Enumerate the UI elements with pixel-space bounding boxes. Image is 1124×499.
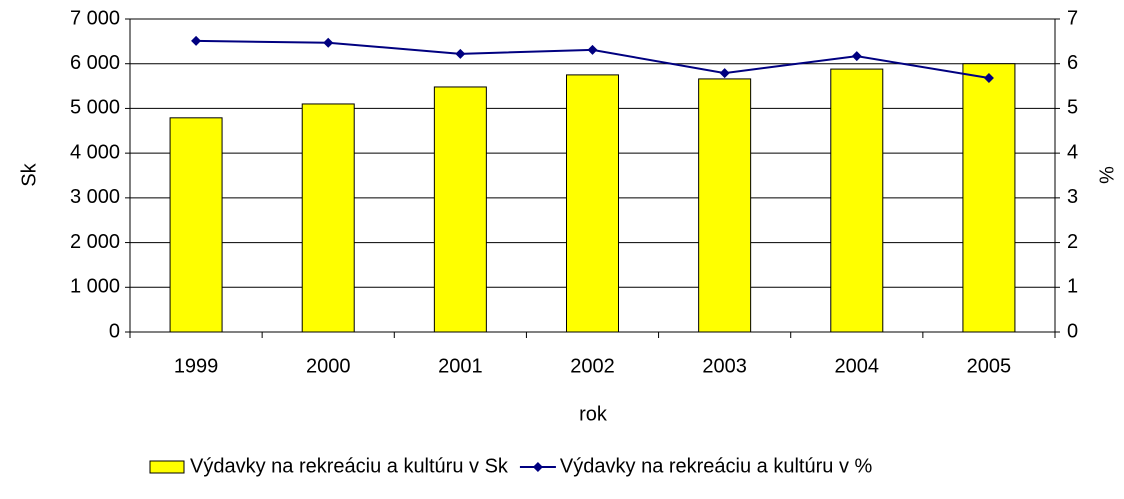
y-tick-label: 1 000 xyxy=(70,276,120,298)
legend-marker xyxy=(532,462,543,472)
y2-tick-label: 1 xyxy=(1067,276,1078,298)
y2-tick-label: 2 xyxy=(1067,231,1078,253)
y2-tick-label: 7 xyxy=(1067,7,1078,29)
marker xyxy=(191,35,202,46)
y-tick-label: 3 000 xyxy=(70,186,120,208)
y2-tick-label: 0 xyxy=(1067,320,1078,342)
marker xyxy=(323,37,334,48)
y2-axis-title: % xyxy=(1095,166,1117,184)
x-tick-label: 2000 xyxy=(306,355,351,377)
y2-tick-label: 3 xyxy=(1067,186,1078,208)
y2-tick-label: 4 xyxy=(1067,141,1078,163)
y-tick-label: 7 000 xyxy=(70,7,120,29)
bar xyxy=(301,103,355,333)
legend-label: Výdavky na rekreáciu a kultúru v Sk xyxy=(190,455,509,477)
x-tick-label: 2001 xyxy=(438,355,483,377)
y-tick-label: 6 000 xyxy=(70,52,120,74)
y-tick-label: 0 xyxy=(109,320,120,342)
x-tick-label: 2004 xyxy=(835,355,880,377)
legend-swatch xyxy=(149,460,185,474)
y-axis-title: Sk xyxy=(18,162,40,186)
x-tick-label: 2003 xyxy=(702,355,747,377)
x-tick-label: 2002 xyxy=(570,355,615,377)
marker xyxy=(587,44,598,55)
y-tick-label: 2 000 xyxy=(70,231,120,253)
bar xyxy=(566,74,619,333)
marker xyxy=(851,51,862,62)
x-tick-label: 1999 xyxy=(174,355,219,377)
y2-tick-label: 5 xyxy=(1067,97,1078,119)
y-tick-label: 4 000 xyxy=(70,141,120,163)
bar xyxy=(433,86,487,333)
bar xyxy=(698,78,752,333)
y2-tick-label: 6 xyxy=(1067,52,1078,74)
legend-label: Výdavky na rekreáciu a kultúru v % xyxy=(560,455,873,477)
x-axis-title: rok xyxy=(579,403,608,425)
bar xyxy=(169,117,223,333)
bar xyxy=(962,63,1016,333)
marker xyxy=(983,73,994,84)
x-tick-label: 2005 xyxy=(967,355,1012,377)
y-tick-label: 5 000 xyxy=(70,97,120,119)
bar xyxy=(830,68,884,333)
marker xyxy=(719,68,730,79)
marker xyxy=(455,48,466,59)
